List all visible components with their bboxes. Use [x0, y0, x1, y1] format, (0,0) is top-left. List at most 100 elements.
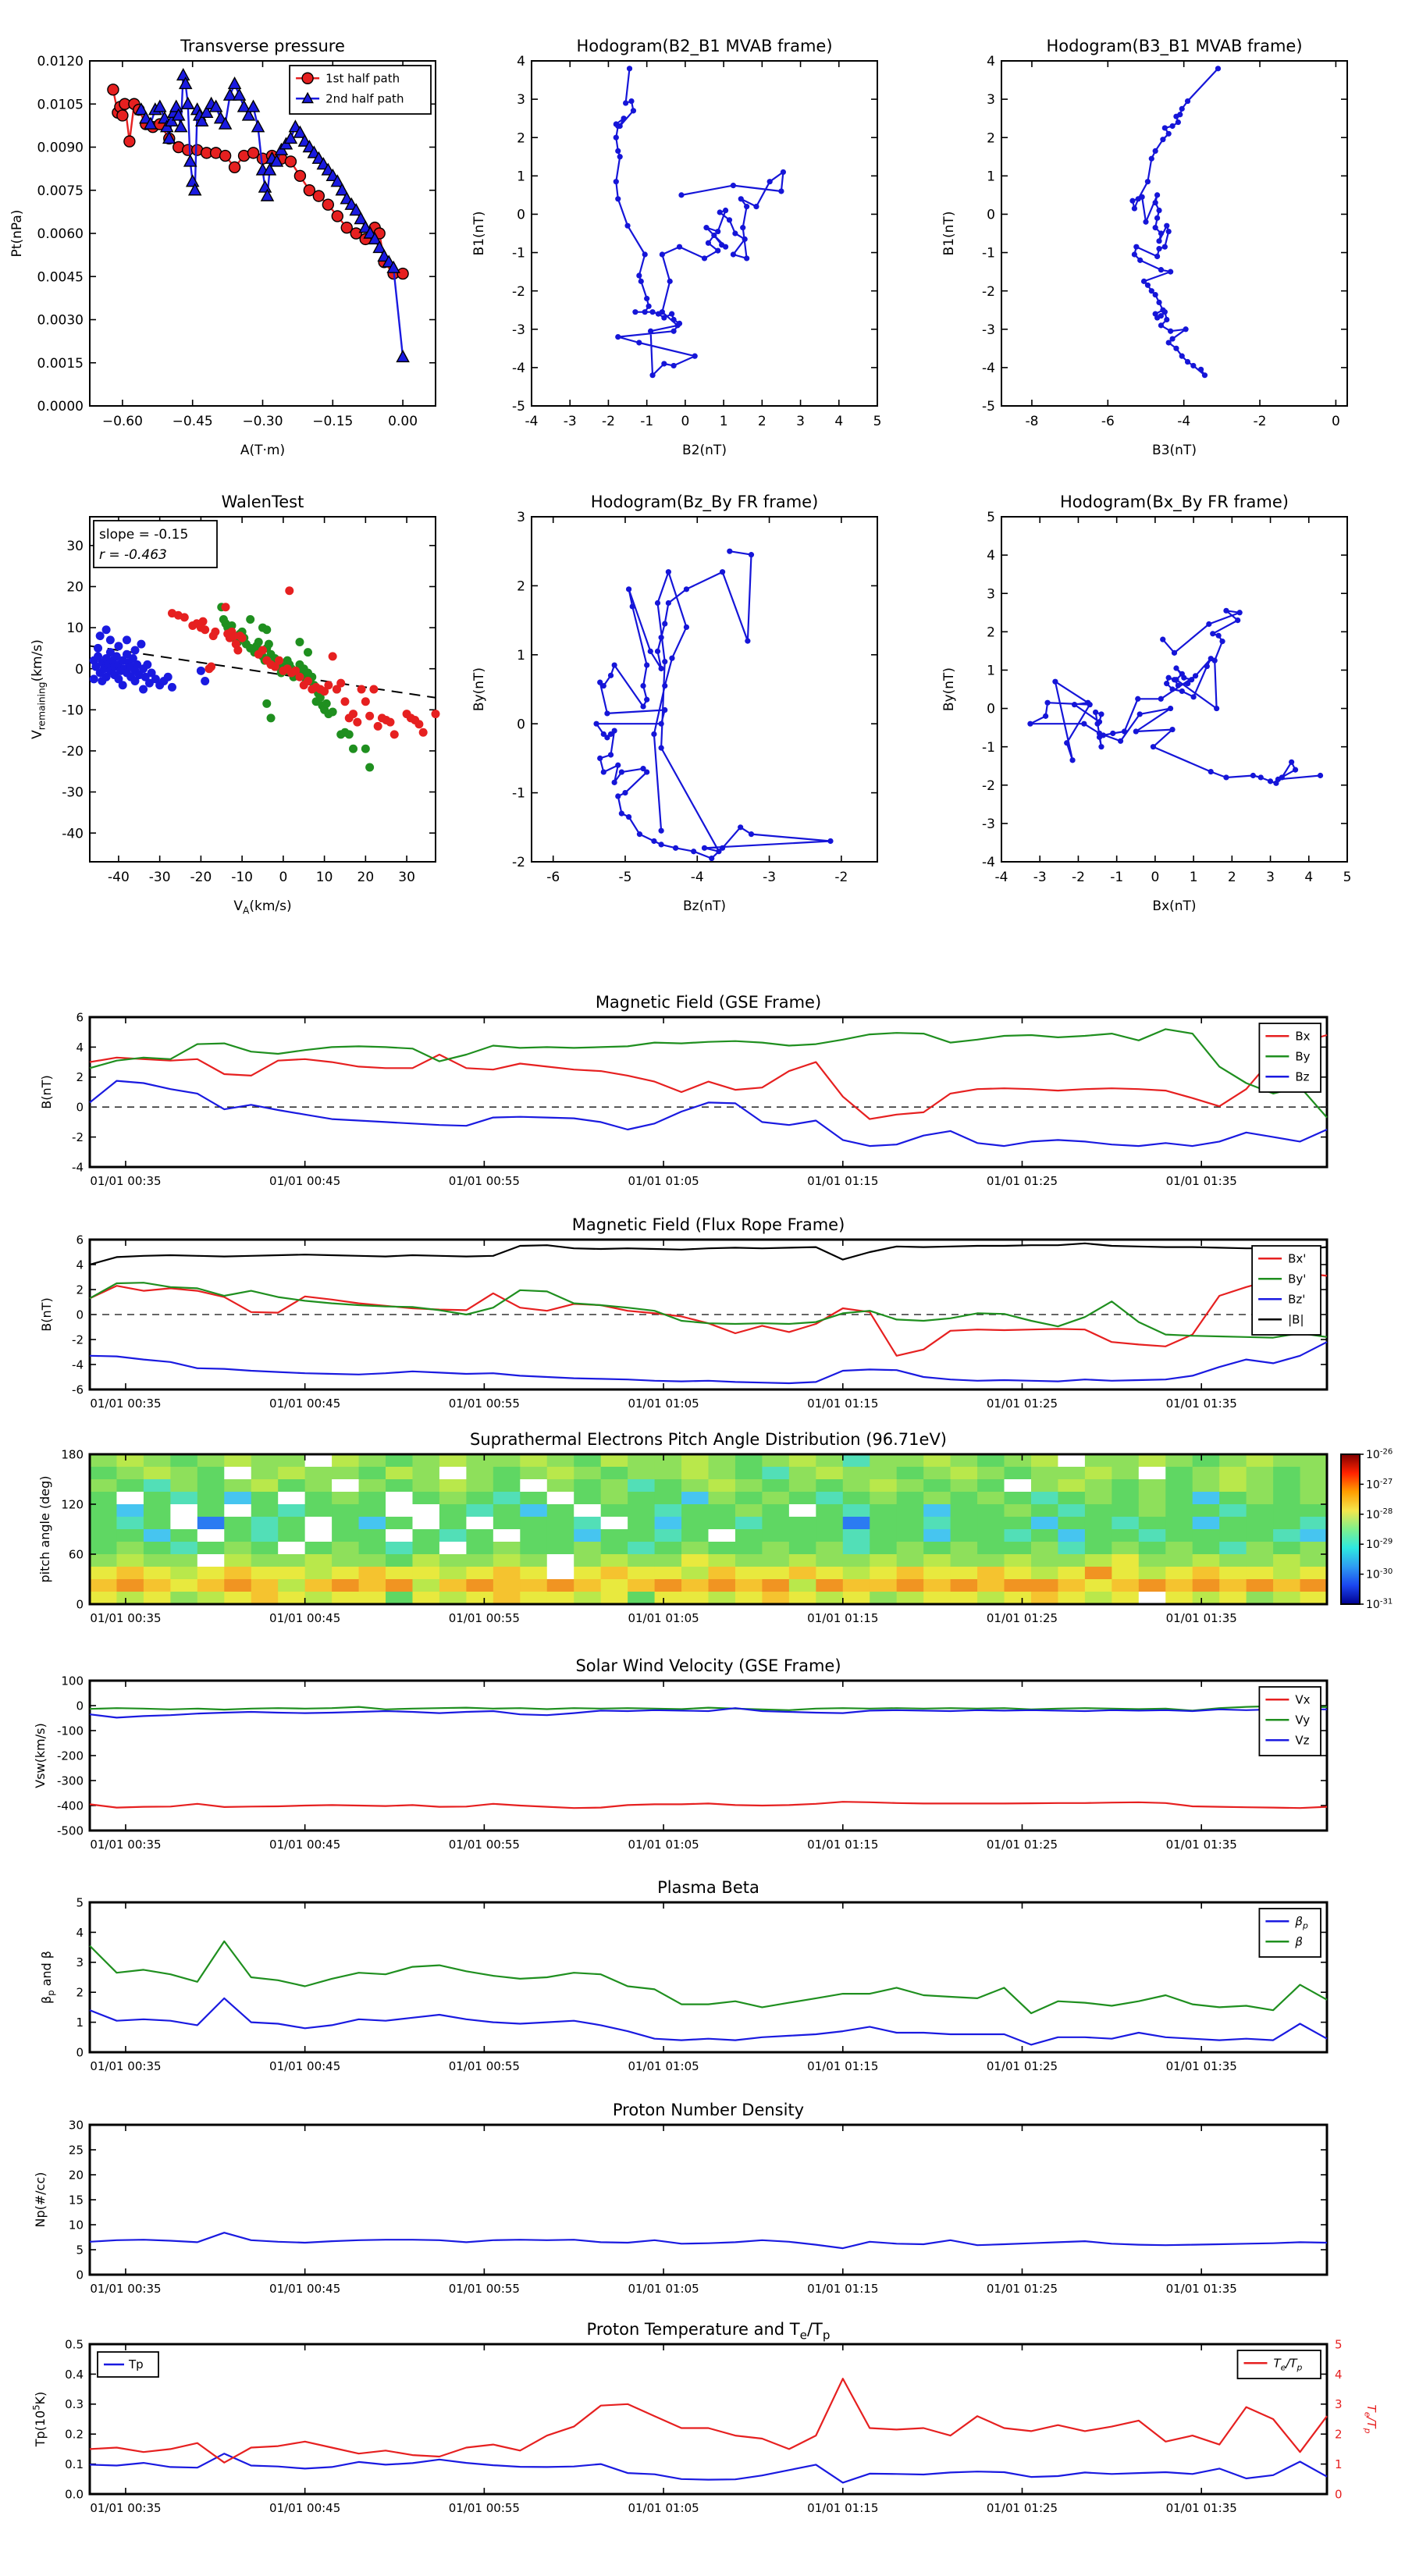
circle-marker [1190, 694, 1197, 700]
y-axis-label: B1(nT) [471, 212, 487, 256]
y-tick-label: 0.0045 [37, 269, 84, 285]
circle-marker [1158, 230, 1165, 237]
circle-marker [140, 672, 150, 681]
y-right-tick-label: 3 [1335, 2397, 1343, 2411]
y-tick-label: 2 [517, 579, 525, 595]
circle-marker [717, 209, 723, 215]
y-tick-label: 0.0060 [37, 226, 84, 242]
triangle-marker [301, 91, 314, 104]
circle-marker [703, 225, 710, 231]
triangle-marker [227, 76, 242, 90]
transverse-panel: Transverse pressure −0.60 −0.45 −0.30 −0.15 0… [9, 37, 436, 458]
circle-marker [618, 769, 624, 775]
circle-marker [1173, 665, 1179, 671]
x-tick-label: 01/01 01:05 [628, 2282, 699, 2296]
x-tick-label: 4 [1304, 870, 1313, 885]
circle-marker [1152, 148, 1158, 155]
x-tick-label: -1 [640, 414, 653, 429]
x-tick-label: −0.30 [242, 414, 283, 429]
circle-marker [128, 654, 137, 664]
circle-marker [669, 655, 675, 661]
x-tick-label: 0 [1332, 414, 1340, 429]
y-tick-label: 1 [517, 169, 525, 184]
circle-marker [1136, 711, 1143, 717]
x-tick-label: 01/01 01:35 [1166, 2059, 1237, 2073]
circle-marker [275, 656, 284, 665]
circle-marker [1215, 632, 1222, 639]
circle-marker [123, 135, 136, 148]
x-tick-label: 01/01 00:35 [90, 2282, 161, 2296]
y-tick-label: -3 [982, 817, 995, 832]
y-right-tick-label: 1 [1335, 2457, 1343, 2471]
x-tick-label: 01/01 01:25 [987, 1174, 1058, 1188]
triangle-marker [251, 119, 265, 133]
circle-marker [1161, 125, 1168, 131]
triangle-marker [396, 349, 410, 363]
circle-marker [597, 755, 603, 762]
triangle-marker [386, 260, 400, 273]
circle-marker [324, 681, 333, 690]
x-tick-label: 01/01 00:55 [449, 1611, 520, 1625]
x-tick-label: 01/01 01:25 [987, 1397, 1058, 1411]
circle-marker [1179, 688, 1185, 695]
circle-marker [1131, 251, 1137, 258]
circle-marker [1152, 225, 1158, 231]
circle-marker [1156, 246, 1162, 252]
y-axis-label: Tp(105​K) [31, 2392, 48, 2448]
triangle-marker [258, 180, 272, 193]
circle-marker [1043, 713, 1049, 719]
circle-marker [1027, 720, 1033, 727]
x-tick-label: 01/01 00:55 [449, 1397, 520, 1411]
circle-marker [1167, 705, 1174, 712]
x-tick-label: 0 [279, 870, 287, 885]
y-tick-label: 4 [76, 1041, 84, 1055]
r-annotation: r = -0.463 [99, 547, 167, 563]
circle-marker [624, 222, 631, 229]
hodo_bzby-title: Hodogram(Bz_By FR frame) [591, 493, 819, 512]
x-tick-label: 01/01 01:25 [987, 1611, 1058, 1625]
y-tick-label: 2 [987, 130, 995, 146]
colorbar-tick-label: 10-30​ [1366, 1567, 1393, 1582]
x-tick-label: 01/01 00:45 [269, 1611, 340, 1625]
np-frame [88, 2123, 1329, 2276]
circle-marker [418, 728, 428, 737]
circle-marker [1185, 681, 1191, 687]
circle-marker [600, 682, 606, 689]
y-tick-label: 6 [76, 1010, 84, 1024]
y-tick-label: 0.0075 [37, 183, 84, 199]
y-axis-label: By(nT) [941, 667, 957, 711]
y-tick-label: -2 [982, 284, 995, 300]
circle-marker [264, 639, 273, 649]
y-tick-label: 0 [987, 208, 995, 223]
x-tick-label: 3 [796, 414, 805, 429]
circle-marker [344, 730, 354, 739]
circle-marker [618, 810, 624, 817]
circle-marker [611, 779, 617, 785]
triangle-marker [269, 154, 284, 167]
circle-marker [1154, 253, 1161, 260]
circle-marker [227, 621, 237, 630]
circle-marker [644, 662, 650, 668]
circle-marker [1154, 192, 1161, 198]
y-tick-label: 100 [61, 1674, 84, 1688]
y-tick-label: 1 [987, 169, 995, 184]
circle-marker [604, 735, 610, 741]
y-axis-label: B(nT) [39, 1075, 54, 1108]
circle-marker [632, 309, 638, 315]
circle-marker [617, 154, 623, 160]
circle-marker [636, 340, 642, 346]
y-tick-label: -1 [982, 246, 995, 262]
circle-marker [1052, 678, 1058, 685]
circle-marker [1098, 711, 1104, 717]
y-axis-label: Vsw(km/s) [33, 1723, 48, 1788]
triangle-marker [134, 102, 148, 116]
circle-marker [611, 728, 617, 734]
circle-marker [94, 652, 103, 661]
y-tick-label: 20 [69, 2168, 84, 2182]
circle-marker [328, 652, 337, 661]
circle-marker [365, 711, 375, 720]
x-tick-label: 01/01 01:15 [807, 1611, 878, 1625]
x-axis-label: VA​(km/s) [233, 898, 291, 916]
triangle-marker [171, 108, 186, 121]
